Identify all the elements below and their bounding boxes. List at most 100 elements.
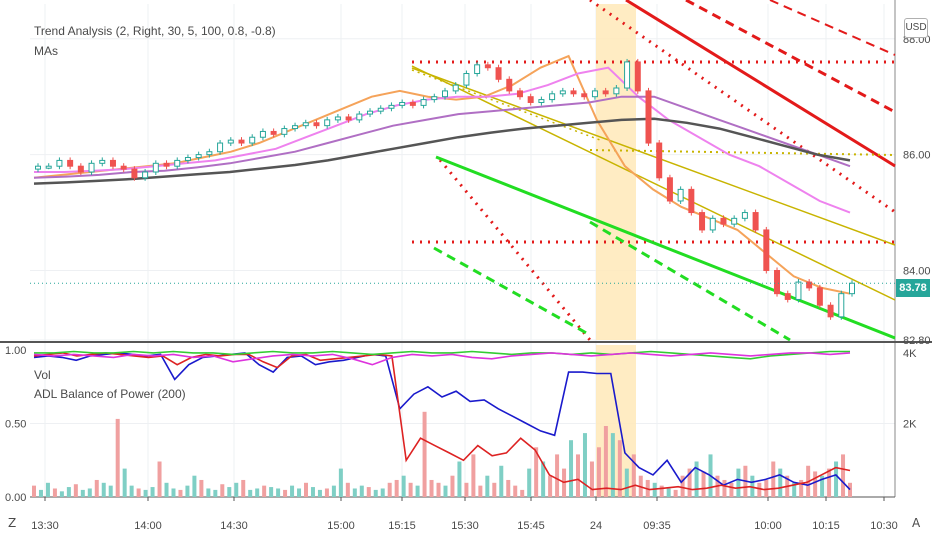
candle-body — [602, 90, 609, 95]
volume-bar — [394, 479, 399, 497]
green-channel-lower — [433, 246, 591, 337]
candle-body — [849, 282, 855, 295]
candle-body — [838, 293, 845, 318]
candle-body — [345, 116, 352, 121]
candle-body — [527, 96, 534, 103]
volume-bar — [283, 489, 288, 497]
volume-bar — [380, 488, 385, 497]
time-tick-label: 14:00 — [134, 520, 162, 532]
volume-bar — [171, 488, 176, 497]
volume-bar — [527, 468, 532, 497]
study-legend-adl[interactable]: ADL Balance of Power (200) — [34, 387, 186, 401]
last-price-label: 83.78 — [896, 279, 930, 297]
volume-bar — [750, 475, 755, 497]
volume-bar — [108, 485, 113, 497]
volume-bar — [534, 447, 539, 497]
volume-bar — [520, 489, 525, 497]
candle-body — [452, 84, 459, 92]
volume-bar — [136, 488, 141, 497]
volume-bar — [799, 479, 804, 497]
bop-line — [33, 352, 851, 491]
volume-bar — [624, 468, 629, 497]
volume-bar — [687, 468, 692, 497]
volume-bar — [206, 488, 211, 497]
currency-badge[interactable]: USD — [904, 18, 928, 38]
volume-bar — [464, 482, 469, 497]
study-legend-mas[interactable]: MAs — [34, 44, 58, 58]
time-tick-label: 14:30 — [220, 520, 248, 532]
volume-bar — [164, 482, 169, 497]
candle-body — [656, 142, 663, 179]
candle-body — [784, 293, 791, 300]
candle-body — [88, 162, 95, 173]
red-channel-upper — [685, 0, 896, 114]
zoom-icon[interactable]: Z — [8, 516, 17, 530]
volume-bar — [436, 482, 441, 497]
candle-body — [613, 87, 620, 95]
candle-body — [313, 122, 320, 127]
candle-body — [35, 165, 41, 170]
trend-channels — [411, 0, 896, 342]
candle-body — [806, 281, 813, 289]
volume-bar — [115, 418, 120, 497]
auto-scale-icon[interactable]: A — [912, 516, 921, 530]
candle-body — [720, 217, 727, 225]
time-tick-label: 13:30 — [31, 520, 59, 532]
red-channel-upper2 — [769, 0, 896, 56]
candle-body — [99, 159, 106, 164]
candle-body — [67, 159, 74, 167]
volume-bar — [45, 482, 50, 497]
candle-body — [431, 96, 438, 101]
volume-bar — [262, 485, 267, 497]
volume-bar — [310, 487, 315, 497]
candle-body — [163, 162, 170, 167]
volume-bar — [722, 479, 727, 497]
volume-bar — [234, 482, 239, 497]
volume-bar — [603, 426, 608, 497]
volume-bar — [304, 482, 308, 497]
volume-bar — [317, 489, 322, 497]
volume-bar — [478, 485, 483, 497]
volume-bar — [778, 468, 783, 497]
candle-body — [131, 168, 138, 179]
volume-bar — [276, 488, 281, 497]
volume-bar — [764, 479, 769, 497]
green-channel-lower2 — [589, 220, 791, 342]
volume-bar — [827, 468, 832, 497]
volume-bar — [38, 489, 43, 497]
volume-bar — [555, 454, 560, 497]
volume-bar — [485, 475, 490, 497]
volume-bar — [338, 468, 343, 497]
study-legend-trend-analysis[interactable]: Trend Analysis (2, Right, 30, 5, 100, 0.… — [34, 24, 276, 38]
volume-bar — [429, 479, 434, 497]
volume-bar — [185, 485, 190, 497]
price-tick-label: 82.80 — [903, 335, 931, 347]
candle-body — [816, 287, 823, 306]
candle-body — [559, 90, 566, 95]
volume-bar — [736, 468, 741, 497]
candle-body — [356, 113, 363, 121]
candle-body — [109, 159, 116, 167]
volume-bar — [701, 471, 706, 497]
candle-body — [699, 212, 706, 231]
volume-bar — [659, 485, 664, 497]
volume-bar — [213, 489, 218, 497]
volume-bar — [492, 482, 497, 497]
volume-bar — [673, 489, 678, 497]
volume-bar — [129, 485, 134, 497]
candle-body — [463, 73, 470, 86]
candle-body — [688, 188, 695, 214]
bop-lines — [33, 350, 851, 491]
volume-bar — [666, 488, 671, 497]
candle-body — [217, 142, 224, 153]
candle-body — [259, 130, 266, 138]
volume-bar — [94, 479, 99, 497]
study-legend-vol[interactable]: Vol — [34, 368, 51, 382]
volume-bar — [345, 482, 350, 497]
red-channel-dotted — [589, 0, 896, 214]
volume-bar — [143, 489, 148, 497]
volume-bar — [290, 485, 295, 497]
volume-bar — [401, 475, 406, 497]
candle-body — [677, 188, 684, 202]
